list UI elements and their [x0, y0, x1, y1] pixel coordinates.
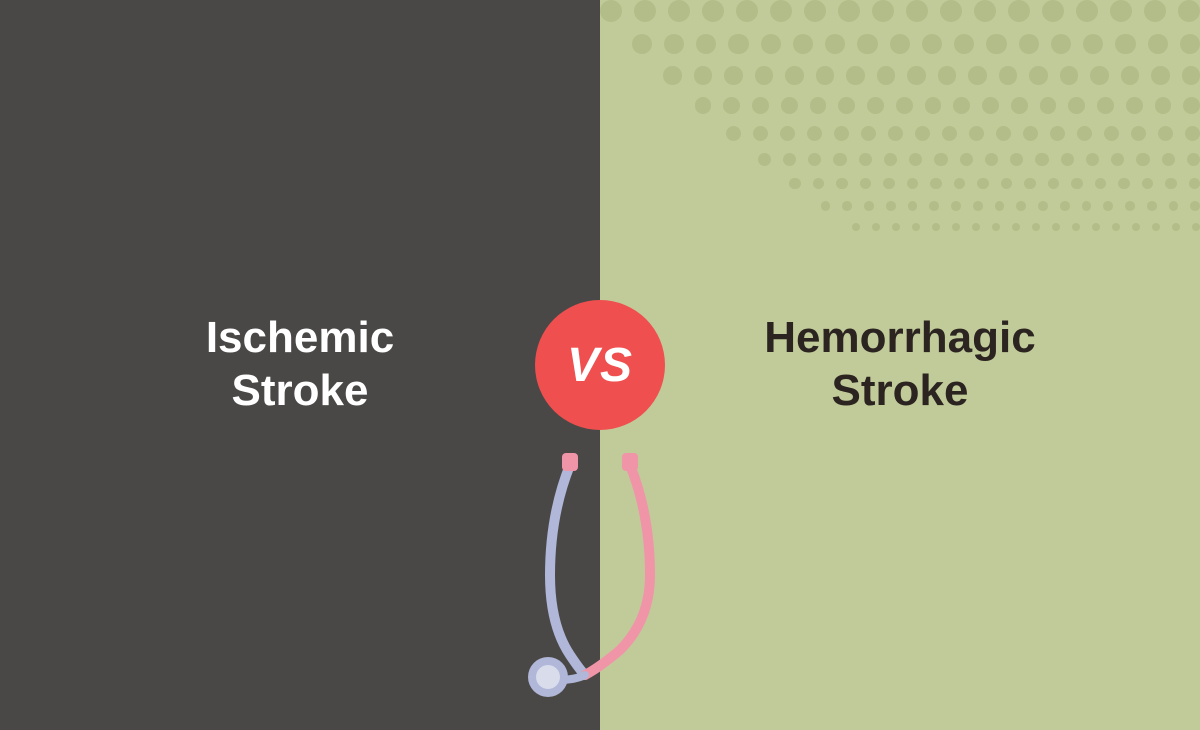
- stethoscope-icon: [500, 445, 700, 710]
- comparison-container: Ischemic Stroke Hemorrhagic Stroke VS: [0, 0, 1200, 730]
- right-panel-title: Hemorrhagic Stroke: [764, 312, 1035, 418]
- dot-pattern-decoration: [680, 0, 1200, 240]
- vs-badge: VS: [535, 300, 665, 430]
- vs-text: VS: [567, 338, 633, 393]
- left-panel-title: Ischemic Stroke: [206, 312, 394, 418]
